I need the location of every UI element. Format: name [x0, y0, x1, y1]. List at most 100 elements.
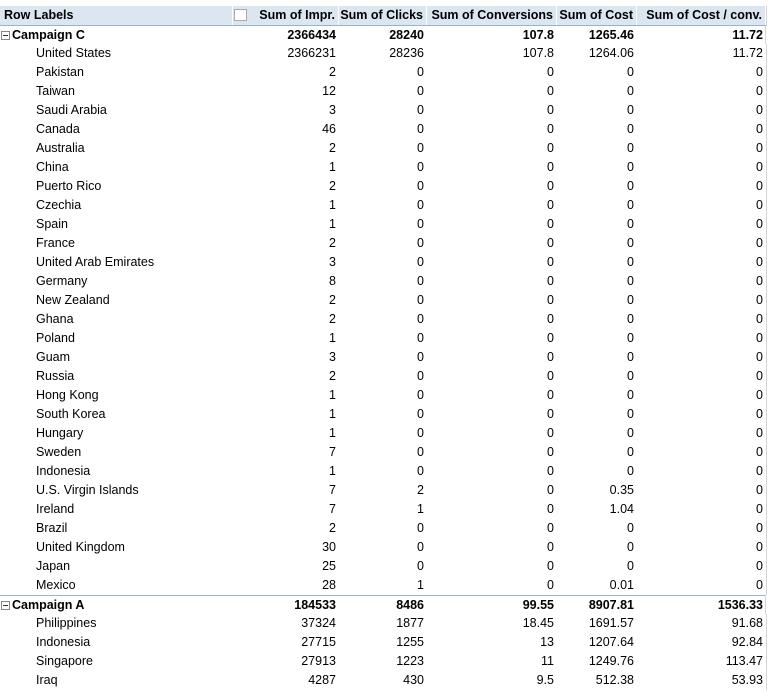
cell-text: 430	[403, 673, 424, 687]
cell-text: 0	[547, 540, 554, 554]
value-cell: 184533	[249, 596, 339, 615]
value-cell: 8907.81	[557, 596, 637, 615]
value-cell: 0	[339, 386, 427, 405]
cell-text: Australia	[36, 141, 85, 155]
cell-text: Philippines	[36, 616, 97, 630]
value-cell: 0	[339, 405, 427, 424]
label-cell: Poland	[0, 329, 233, 348]
value-cell: 0	[557, 519, 637, 538]
cell-text: 0	[627, 464, 634, 478]
value-cell: 0	[427, 291, 557, 310]
value-cell: 1536.33	[637, 596, 766, 615]
header-text: Sum of Cost	[559, 8, 633, 22]
cell-text: 0	[756, 426, 763, 440]
cell-text: 2	[329, 312, 336, 326]
value-cell: 0	[427, 557, 557, 576]
value-cell: 1	[249, 158, 339, 177]
cell-text: 0	[627, 521, 634, 535]
cell-text: 3	[329, 255, 336, 269]
value-cell: 0	[637, 443, 766, 462]
cell-text: 0	[756, 407, 763, 421]
cell-text: 0	[756, 502, 763, 516]
cell-text: 0	[756, 388, 763, 402]
cell-text: Campaign C	[12, 28, 85, 42]
cell-text: 7	[329, 502, 336, 516]
value-cell: 9.5	[427, 671, 557, 690]
data-row: Australia 2 0 0 0 0	[0, 139, 767, 158]
label-cell: Ghana	[0, 310, 233, 329]
value-cell: 2	[249, 177, 339, 196]
value-cell: 0	[339, 196, 427, 215]
value-cell: 4287	[249, 671, 339, 690]
value-cell: 1249.76	[557, 652, 637, 671]
value-cell: 0	[637, 272, 766, 291]
value-cell: 13	[427, 633, 557, 652]
cell-text: 1	[329, 388, 336, 402]
cell-text: 0	[417, 540, 424, 554]
value-cell: 0	[557, 405, 637, 424]
value-cell: 1	[339, 500, 427, 519]
collapse-button[interactable]	[1, 31, 10, 41]
value-cell: 99.55	[427, 596, 557, 615]
cell-text: 1877	[396, 616, 424, 630]
cell-text: 0	[417, 388, 424, 402]
cell-text: 1	[417, 578, 424, 592]
data-row: Pakistan 2 0 0 0 0	[0, 63, 767, 82]
value-cell: 0	[427, 386, 557, 405]
cell-text: 0	[756, 464, 763, 478]
value-cell: 0	[427, 348, 557, 367]
value-cell: 0	[637, 348, 766, 367]
value-cell: 512.38	[557, 671, 637, 690]
cell-text: 0	[547, 293, 554, 307]
value-cell: 0	[427, 329, 557, 348]
value-cell: 0	[427, 367, 557, 386]
cell-text: Czechia	[36, 198, 82, 212]
cell-text: 8486	[396, 598, 424, 612]
cell-text: 184533	[294, 598, 336, 612]
cell-text: 0	[547, 198, 554, 212]
value-cell: 1.04	[557, 500, 637, 519]
data-row: United Kingdom 30 0 0 0 0	[0, 538, 767, 557]
cell-text: Hong Kong	[36, 388, 99, 402]
data-row: Singapore 27913 1223 11 1249.76 113.47	[0, 652, 767, 671]
filter-button[interactable]	[234, 9, 247, 21]
label-cell: Indonesia	[0, 462, 233, 481]
value-cell: 0	[427, 538, 557, 557]
value-cell: 0	[637, 291, 766, 310]
cell-text: 0	[756, 559, 763, 573]
cell-text: Pakistan	[36, 65, 84, 79]
value-cell: 0	[637, 63, 766, 82]
value-cell: 46	[249, 120, 339, 139]
cell-text: 28	[322, 578, 336, 592]
cell-text: 0	[547, 464, 554, 478]
cell-text: 0	[417, 179, 424, 193]
data-row: France 2 0 0 0 0	[0, 234, 767, 253]
cell-text: 0	[547, 521, 554, 535]
cell-text: Indonesia	[36, 635, 91, 649]
cell-text: 92.84	[731, 635, 763, 649]
cell-text: 0	[756, 274, 763, 288]
cell-text: 13	[540, 635, 554, 649]
value-cell: 0.01	[557, 576, 637, 595]
header-text: Sum of Cost / conv.	[646, 8, 762, 22]
cell-text: 0	[627, 331, 634, 345]
value-cell: 0	[637, 139, 766, 158]
value-cell: 0	[427, 519, 557, 538]
cell-text: 0	[756, 369, 763, 383]
cell-text: 1	[329, 198, 336, 212]
cell-text: United Kingdom	[36, 540, 125, 554]
value-cell: 0	[339, 367, 427, 386]
cell-text: 0	[417, 141, 424, 155]
value-cell: 0	[339, 120, 427, 139]
cell-text: 0	[627, 122, 634, 136]
collapse-button[interactable]	[1, 601, 10, 611]
value-cell: 0	[637, 519, 766, 538]
header-text: Sum of Impr.	[259, 8, 335, 22]
data-row: U.S. Virgin Islands 7 2 0 0.35 0	[0, 481, 767, 500]
value-cell: 3	[249, 253, 339, 272]
value-cell: 2	[249, 367, 339, 386]
cell-text: 3	[329, 350, 336, 364]
cell-text: 0	[756, 540, 763, 554]
value-cell: 28240	[339, 26, 427, 45]
label-cell: China	[0, 158, 233, 177]
